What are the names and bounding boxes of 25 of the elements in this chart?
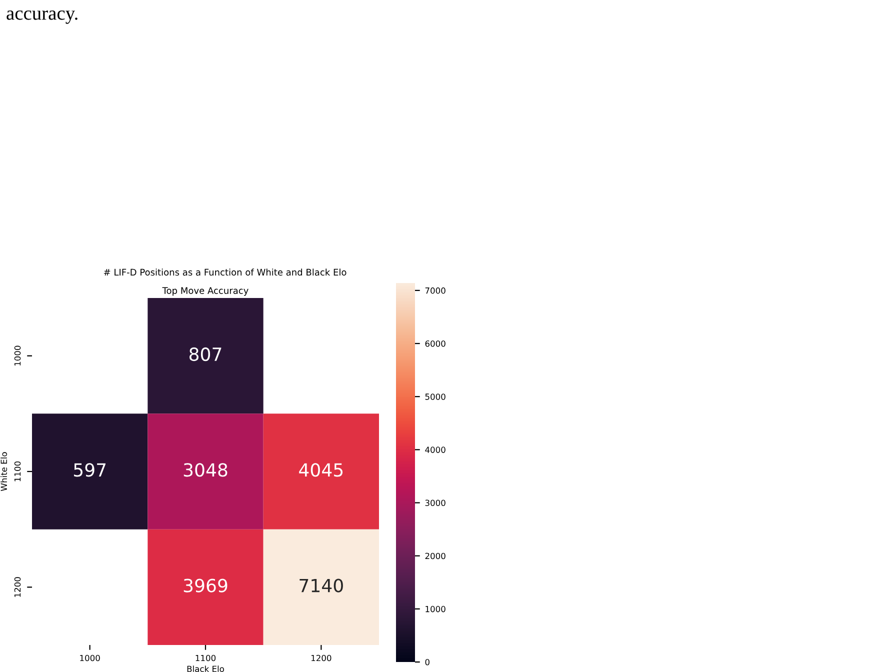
x-tick-label: 1200 <box>311 654 332 662</box>
color-bar-label: 3000 <box>425 500 446 506</box>
color-bar-label: 0 <box>425 658 430 666</box>
y-axis-title: White Elo <box>0 452 8 491</box>
y-tick-label: 1100 <box>14 461 21 482</box>
text: accuracy. <box>6 10 78 24</box>
x-tick-label: 1100 <box>196 654 216 662</box>
color-bar-label: 1000 <box>426 606 446 612</box>
data-label: 4045 <box>299 463 343 477</box>
data-label: 7140 <box>300 578 343 592</box>
data-label: 807 <box>189 347 222 362</box>
data-label: 3048 <box>184 463 228 477</box>
color-bar-label: 4000 <box>425 446 446 453</box>
x-axis-title: Black Elo <box>187 666 224 672</box>
data-label: 3969 <box>184 578 228 592</box>
color-bar-label: 7000 <box>425 287 446 294</box>
chart-title: # LIF-D Positions as a Function of White and Black Elo <box>104 268 346 276</box>
y-tick-label: 1000 <box>14 346 21 366</box>
chart-subtitle: Top Move Accuracy <box>162 287 248 296</box>
color-bar-label: 2000 <box>425 552 446 560</box>
y-tick-label: 1200 <box>14 577 21 597</box>
data-label: 597 <box>74 463 106 477</box>
color-bar-label: 5000 <box>425 394 446 400</box>
x-tick-label: 1000 <box>80 654 100 662</box>
color-bar-label: 6000 <box>425 340 446 347</box>
